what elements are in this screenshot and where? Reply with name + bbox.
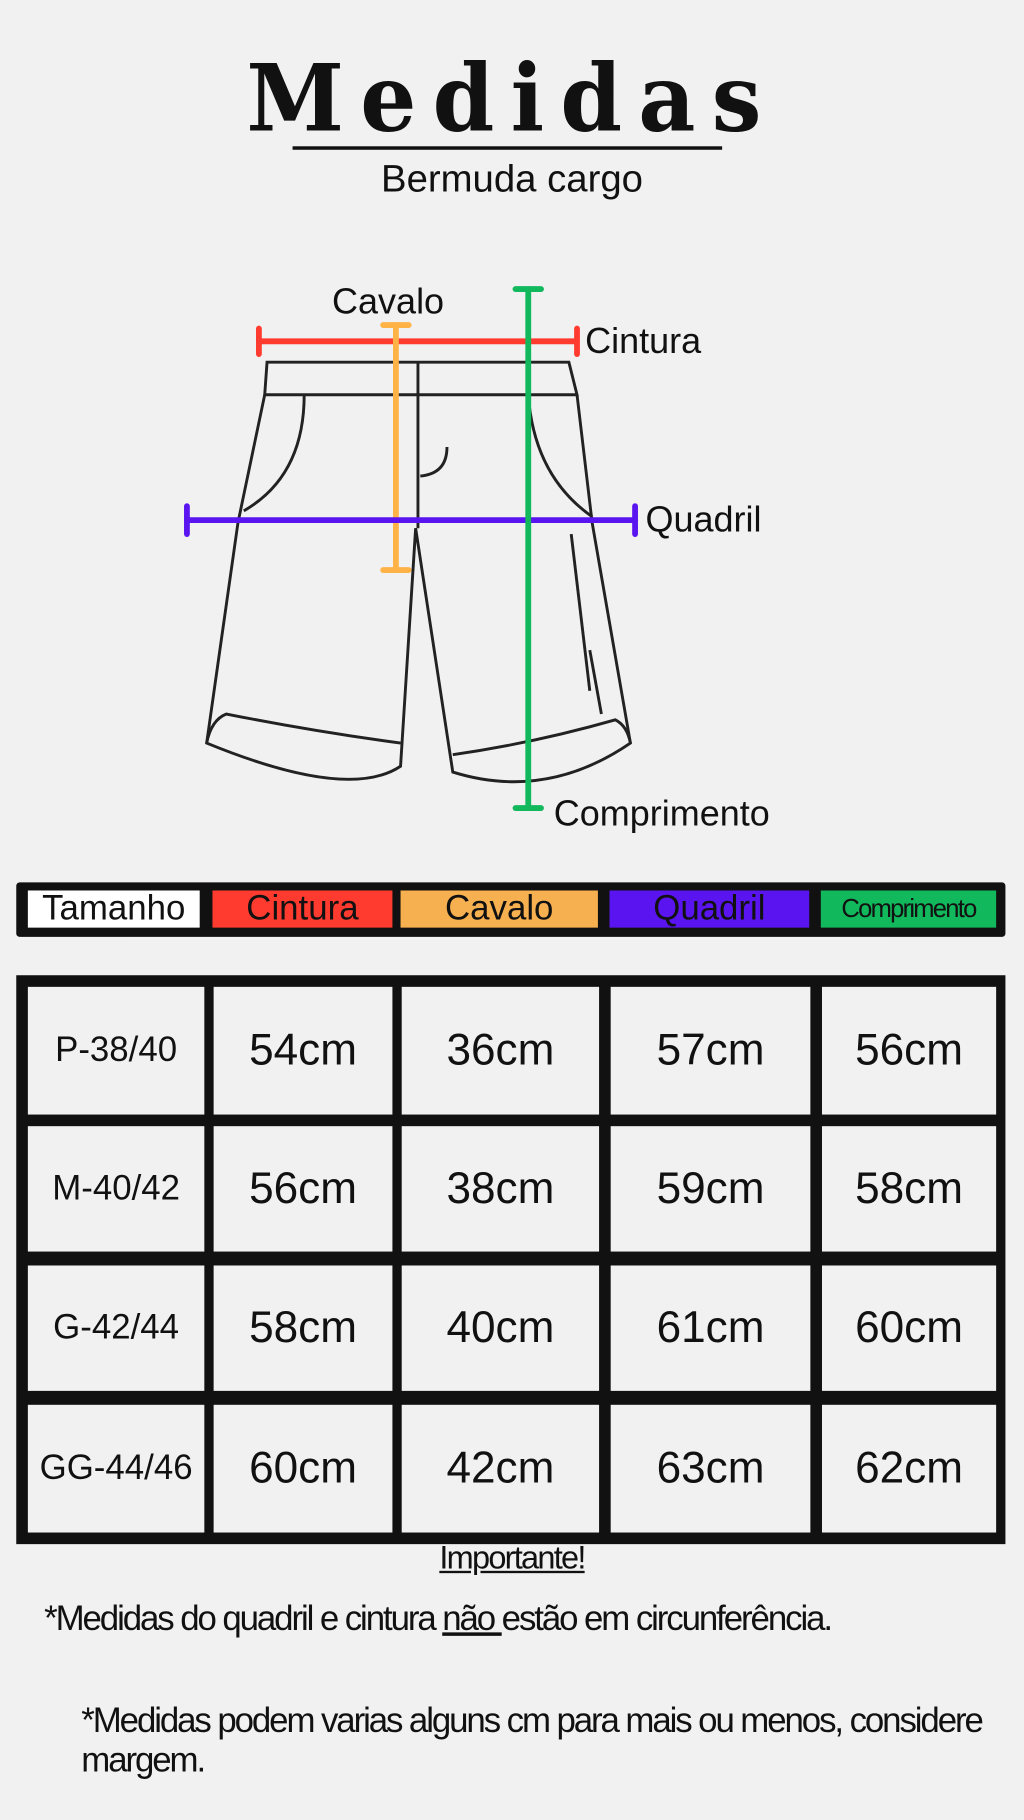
measure-cell: 62cm (821, 1404, 997, 1533)
page-title: Medidas (246, 43, 778, 153)
measure-cell: 58cm (213, 1265, 393, 1391)
size-cell: G-42/44 (27, 1265, 205, 1391)
table-header: Tamanho Cintura Cavalo Quadril Comprimen… (16, 882, 1006, 937)
cavalo-measure-line (380, 322, 412, 573)
label-quadril: Quadril (645, 499, 762, 540)
measure-cell: 56cm (821, 986, 997, 1115)
size-cell: M-40/42 (27, 1126, 205, 1252)
note-margin: *Medidas podem varias alguns cm para mai… (81, 1702, 984, 1780)
note-text: estão em circunferência. (501, 1599, 833, 1639)
shorts-outline (205, 360, 633, 784)
measure-cell: 60cm (821, 1265, 997, 1391)
label-cintura: Cintura (585, 320, 702, 362)
shorts-diagram (184, 286, 638, 811)
measure-cell: 59cm (610, 1126, 811, 1252)
measure-cell: 42cm (401, 1404, 600, 1533)
header-tamanho: Tamanho (27, 890, 200, 928)
measure-cell: 38cm (401, 1126, 600, 1252)
quadril-measure-line (184, 503, 638, 537)
header-cintura: Cintura (212, 890, 393, 928)
header-quadril: Quadril (609, 890, 810, 928)
note-circumference: *Medidas do quadril e cintura não estão … (44, 1599, 833, 1639)
header-comprimento: Comprimento (820, 890, 997, 928)
measure-cell: 60cm (213, 1404, 393, 1533)
title-divider (292, 146, 723, 150)
measure-cell: 36cm (401, 986, 600, 1115)
measure-cell: 54cm (213, 986, 393, 1115)
note-text: *Medidas do quadril e cintura (44, 1599, 443, 1639)
size-cell: GG-44/46 (27, 1404, 205, 1533)
cintura-measure-line (256, 325, 580, 358)
size-table: P-38/40 54cm 36cm 57cm 56cm M-40/42 56cm 38cm 59… (16, 975, 1006, 1545)
measure-cell: 57cm (610, 986, 811, 1115)
important-heading: Importante! (439, 1539, 586, 1576)
measure-cell: 40cm (401, 1265, 600, 1391)
comprimento-measure-line (512, 286, 544, 811)
measure-cell: 58cm (821, 1126, 997, 1252)
measure-cell: 56cm (213, 1126, 393, 1252)
measure-cell: 63cm (610, 1404, 811, 1533)
label-comprimento: Comprimento (553, 792, 770, 834)
size-cell: P-38/40 (27, 986, 205, 1115)
measure-cell: 61cm (610, 1265, 811, 1391)
header-cavalo: Cavalo (400, 890, 598, 928)
note-emphasis: não (442, 1599, 502, 1639)
label-cavalo: Cavalo (332, 280, 445, 322)
subtitle: Bermuda cargo (381, 156, 643, 200)
